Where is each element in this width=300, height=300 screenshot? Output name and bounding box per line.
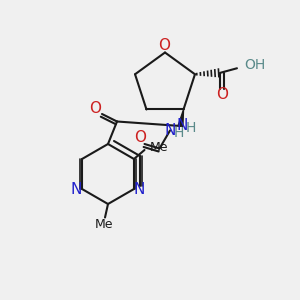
Text: N: N	[134, 182, 145, 196]
Text: O: O	[216, 87, 228, 102]
Text: OH: OH	[244, 58, 266, 72]
Text: N: N	[164, 123, 176, 138]
Text: H: H	[174, 126, 184, 140]
Text: O: O	[134, 130, 146, 146]
Text: O: O	[158, 38, 170, 53]
Text: Me: Me	[94, 218, 113, 231]
Polygon shape	[178, 110, 184, 126]
Text: Me: Me	[150, 141, 168, 154]
Text: N: N	[176, 118, 188, 134]
Text: O: O	[89, 101, 101, 116]
Text: H: H	[186, 122, 196, 135]
Text: N: N	[71, 182, 82, 196]
